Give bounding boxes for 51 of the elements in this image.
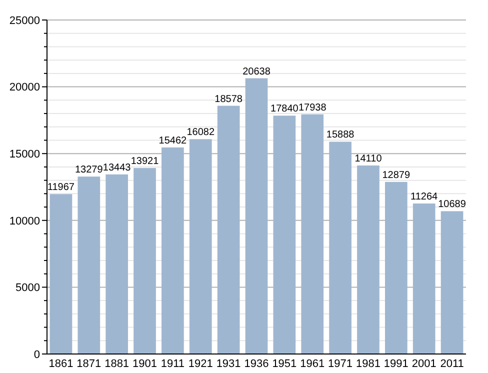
bar — [106, 174, 128, 354]
x-tick-label: 1871 — [76, 358, 102, 370]
x-tick-label: 1881 — [104, 358, 130, 370]
data-label: 17938 — [298, 102, 327, 114]
x-tick-label: 2001 — [412, 358, 436, 370]
y-tick-label: 20000 — [9, 82, 40, 94]
x-tick-label: 1991 — [384, 358, 408, 370]
x-tick-label: 1951 — [272, 358, 297, 370]
x-tick-label: 1901 — [132, 358, 158, 370]
x-tick-label: 1961 — [300, 358, 325, 370]
x-tick-label: 1921 — [188, 358, 213, 370]
data-label: 13921 — [130, 156, 160, 168]
data-label: 12879 — [382, 170, 411, 181]
data-label: 18578 — [214, 94, 243, 105]
data-label: 11967 — [47, 182, 75, 194]
data-label: 11264 — [410, 192, 438, 203]
data-label: 16082 — [186, 127, 215, 138]
data-label: 15888 — [326, 130, 355, 141]
y-tick-label: 0 — [34, 348, 40, 361]
bar — [162, 147, 184, 354]
x-tick-label: 1981 — [356, 358, 380, 370]
x-tick-label: 1861 — [48, 358, 74, 370]
bar — [189, 139, 212, 354]
x-tick-label: 1931 — [216, 358, 241, 370]
x-tick-label: 1911 — [160, 358, 185, 370]
data-label: 10689 — [438, 199, 466, 210]
data-label: 13443 — [102, 162, 132, 174]
data-label: 20638 — [242, 66, 271, 78]
x-tick-label: 2011 — [440, 358, 464, 370]
bar — [329, 142, 352, 354]
x-tick-label: 1971 — [328, 358, 353, 370]
data-label: 13279 — [74, 164, 104, 176]
data-label: 15462 — [158, 135, 188, 146]
bar — [357, 165, 380, 354]
y-tick-label: 15000 — [9, 148, 40, 160]
bar — [412, 204, 436, 354]
bar — [50, 194, 72, 354]
bar — [301, 114, 324, 354]
x-tick-label: 1936 — [244, 358, 269, 370]
data-label: 17840 — [270, 104, 299, 115]
bar — [440, 211, 464, 354]
bar — [78, 176, 100, 354]
y-tick-label: 10000 — [9, 215, 40, 228]
y-tick-label: 25000 — [9, 14, 40, 27]
y-tick-label: 5000 — [16, 282, 40, 294]
bar — [273, 116, 296, 354]
bar — [134, 168, 156, 354]
bar — [217, 106, 240, 354]
bar — [245, 78, 268, 354]
bar — [384, 182, 408, 354]
data-label: 14110 — [354, 153, 382, 164]
